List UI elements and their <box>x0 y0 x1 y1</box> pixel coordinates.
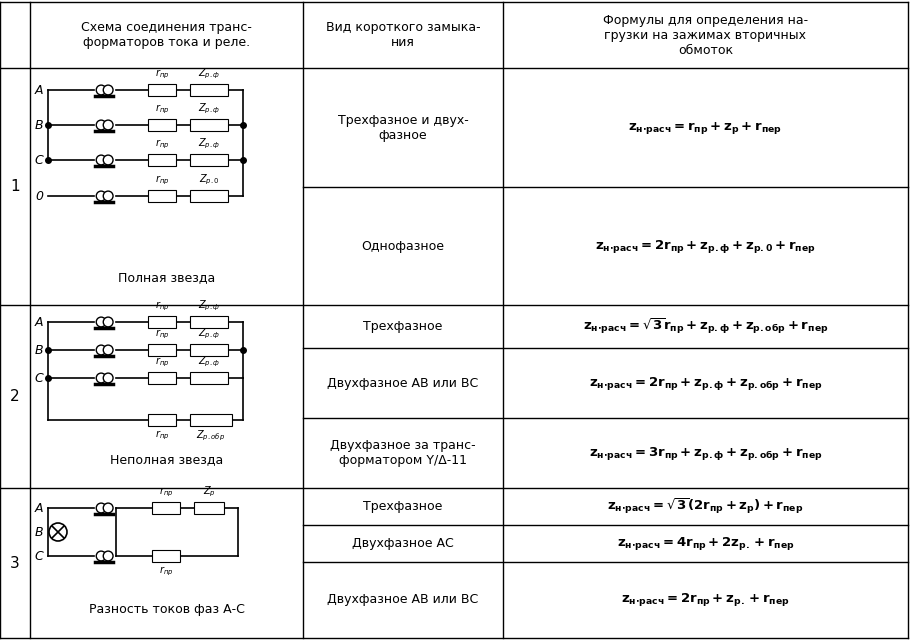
Text: 1: 1 <box>10 179 20 194</box>
Text: Формулы для определения на-
грузки на зажимах вторичных
обмоток: Формулы для определения на- грузки на за… <box>603 13 808 56</box>
Text: Трехфазное: Трехфазное <box>363 500 442 513</box>
Text: $\mathbf{z_{н{\cdot}расч}=4r_{пр}+2z_{р.}+r_{пер}}$: $\mathbf{z_{н{\cdot}расч}=4r_{пр}+2z_{р.… <box>617 535 794 552</box>
Text: C: C <box>35 371 43 385</box>
Bar <box>190 414 232 426</box>
Text: B: B <box>35 525 43 538</box>
Text: $r_{пр}$: $r_{пр}$ <box>155 102 169 116</box>
Text: $Z_{р.ф}$: $Z_{р.ф}$ <box>197 102 220 116</box>
Text: $Z_{р.ф}$: $Z_{р.ф}$ <box>197 67 220 81</box>
Text: A: A <box>35 83 43 97</box>
Text: 3: 3 <box>10 556 20 570</box>
Bar <box>148 154 176 166</box>
Text: $r_{пр}$: $r_{пр}$ <box>155 138 169 151</box>
Text: Вид короткого замыка-
ния: Вид короткого замыка- ния <box>326 21 480 49</box>
Circle shape <box>96 345 106 355</box>
Bar <box>190 344 228 356</box>
Text: Двухфазное АВ или ВС: Двухфазное АВ или ВС <box>328 376 479 390</box>
Circle shape <box>96 120 106 130</box>
Text: B: B <box>35 118 43 131</box>
Circle shape <box>103 503 113 513</box>
Text: Разность токов фаз А-С: Разность токов фаз А-С <box>88 604 245 616</box>
Bar <box>194 502 224 514</box>
Bar <box>190 154 228 166</box>
Text: Двухфазное АВ или ВС: Двухфазное АВ или ВС <box>328 593 479 607</box>
Text: $\mathbf{z_{н{\cdot}расч}=r_{пр}+z_{р}+r_{пер}}$: $\mathbf{z_{н{\cdot}расч}=r_{пр}+z_{р}+r… <box>629 120 783 136</box>
Circle shape <box>96 317 106 327</box>
Text: A: A <box>35 502 43 515</box>
Text: C: C <box>35 550 43 563</box>
Text: $r_{пр}$: $r_{пр}$ <box>158 565 173 579</box>
Text: Двухфазное АС: Двухфазное АС <box>352 537 454 550</box>
Bar <box>148 190 176 202</box>
Bar <box>148 414 176 426</box>
Text: Неполная звезда: Неполная звезда <box>110 454 223 467</box>
Text: Двухфазное за транс-
форматором Y/Δ-11: Двухфазное за транс- форматором Y/Δ-11 <box>330 439 476 467</box>
Bar <box>190 316 228 328</box>
Circle shape <box>96 551 106 561</box>
Bar <box>190 372 228 384</box>
Circle shape <box>103 373 113 383</box>
Circle shape <box>103 120 113 130</box>
Text: $\mathbf{z_{н{\cdot}расч}=\sqrt{3}r_{пр}+z_{р.ф}+z_{р.обр}+r_{пер}}$: $\mathbf{z_{н{\cdot}расч}=\sqrt{3}r_{пр}… <box>582 317 828 337</box>
Circle shape <box>96 155 106 165</box>
Text: 0: 0 <box>35 189 43 202</box>
Bar <box>148 372 176 384</box>
Text: $r_{пр}$: $r_{пр}$ <box>155 173 169 187</box>
Bar <box>148 119 176 131</box>
Text: Трехфазное и двух-
фазное: Трехфазное и двух- фазное <box>338 113 469 141</box>
Text: $r_{пр}$: $r_{пр}$ <box>155 328 169 341</box>
Text: Однофазное: Однофазное <box>361 239 444 253</box>
Text: $Z_{р.ф}$: $Z_{р.ф}$ <box>197 326 220 341</box>
Text: $Z_{р.ф}$: $Z_{р.ф}$ <box>197 355 220 369</box>
Text: $\mathbf{z_{н{\cdot}расч}=2r_{пр}+z_{р.}+r_{пер}}$: $\mathbf{z_{н{\cdot}расч}=2r_{пр}+z_{р.}… <box>622 591 790 609</box>
Circle shape <box>103 85 113 95</box>
Text: C: C <box>35 154 43 166</box>
Text: $\mathbf{z_{н{\cdot}расч}=2r_{пр}+z_{р.ф}+z_{р.обр}+r_{пер}}$: $\mathbf{z_{н{\cdot}расч}=2r_{пр}+z_{р.ф… <box>589 374 823 392</box>
Circle shape <box>96 191 106 201</box>
Bar <box>190 84 228 96</box>
Circle shape <box>103 551 113 561</box>
Bar <box>190 119 228 131</box>
Bar <box>148 84 176 96</box>
Circle shape <box>103 191 113 201</box>
Text: $Z_{р.ф}$: $Z_{р.ф}$ <box>197 136 220 151</box>
Text: $\mathbf{z_{н{\cdot}расч}=\sqrt{3}(2r_{пр}+z_{р})+r_{пер}}$: $\mathbf{z_{н{\cdot}расч}=\sqrt{3}(2r_{п… <box>607 497 804 516</box>
Bar <box>148 316 176 328</box>
Text: $r_{пр}$: $r_{пр}$ <box>155 429 169 442</box>
Bar <box>152 502 180 514</box>
Text: $r_{пр}$: $r_{пр}$ <box>155 356 169 369</box>
Text: $r_{пр}$: $r_{пр}$ <box>155 68 169 81</box>
Text: $\mathbf{z_{н{\cdot}расч}=3r_{пр}+z_{р.ф}+z_{р.обр}+r_{пер}}$: $\mathbf{z_{н{\cdot}расч}=3r_{пр}+z_{р.ф… <box>589 445 823 461</box>
Text: $r_{пр}$: $r_{пр}$ <box>158 486 173 499</box>
Bar <box>190 190 228 202</box>
Text: $Z_{р.обр}$: $Z_{р.обр}$ <box>197 429 226 444</box>
Text: $Z_{р.0}$: $Z_{р.0}$ <box>198 173 219 187</box>
Text: Схема соединения транс-
форматоров тока и реле.: Схема соединения транс- форматоров тока … <box>81 21 252 49</box>
Text: Полная звезда: Полная звезда <box>118 271 215 285</box>
Text: $Z_{р}$: $Z_{р}$ <box>203 484 216 499</box>
Circle shape <box>96 373 106 383</box>
Text: $Z_{р.ф}$: $Z_{р.ф}$ <box>197 299 220 313</box>
Text: Трехфазное: Трехфазное <box>363 320 442 333</box>
Bar <box>152 550 180 562</box>
Circle shape <box>49 523 67 541</box>
Bar <box>148 344 176 356</box>
Circle shape <box>103 345 113 355</box>
Circle shape <box>96 503 106 513</box>
Text: $r_{пр}$: $r_{пр}$ <box>155 300 169 313</box>
Circle shape <box>96 85 106 95</box>
Circle shape <box>103 155 113 165</box>
Circle shape <box>103 317 113 327</box>
Text: B: B <box>35 344 43 356</box>
Text: $\mathbf{z_{н{\cdot}расч}=2r_{пр}+z_{р.ф}+z_{р.0}+r_{пер}}$: $\mathbf{z_{н{\cdot}расч}=2r_{пр}+z_{р.ф… <box>595 237 816 255</box>
Text: 2: 2 <box>10 389 20 404</box>
Text: A: A <box>35 316 43 328</box>
